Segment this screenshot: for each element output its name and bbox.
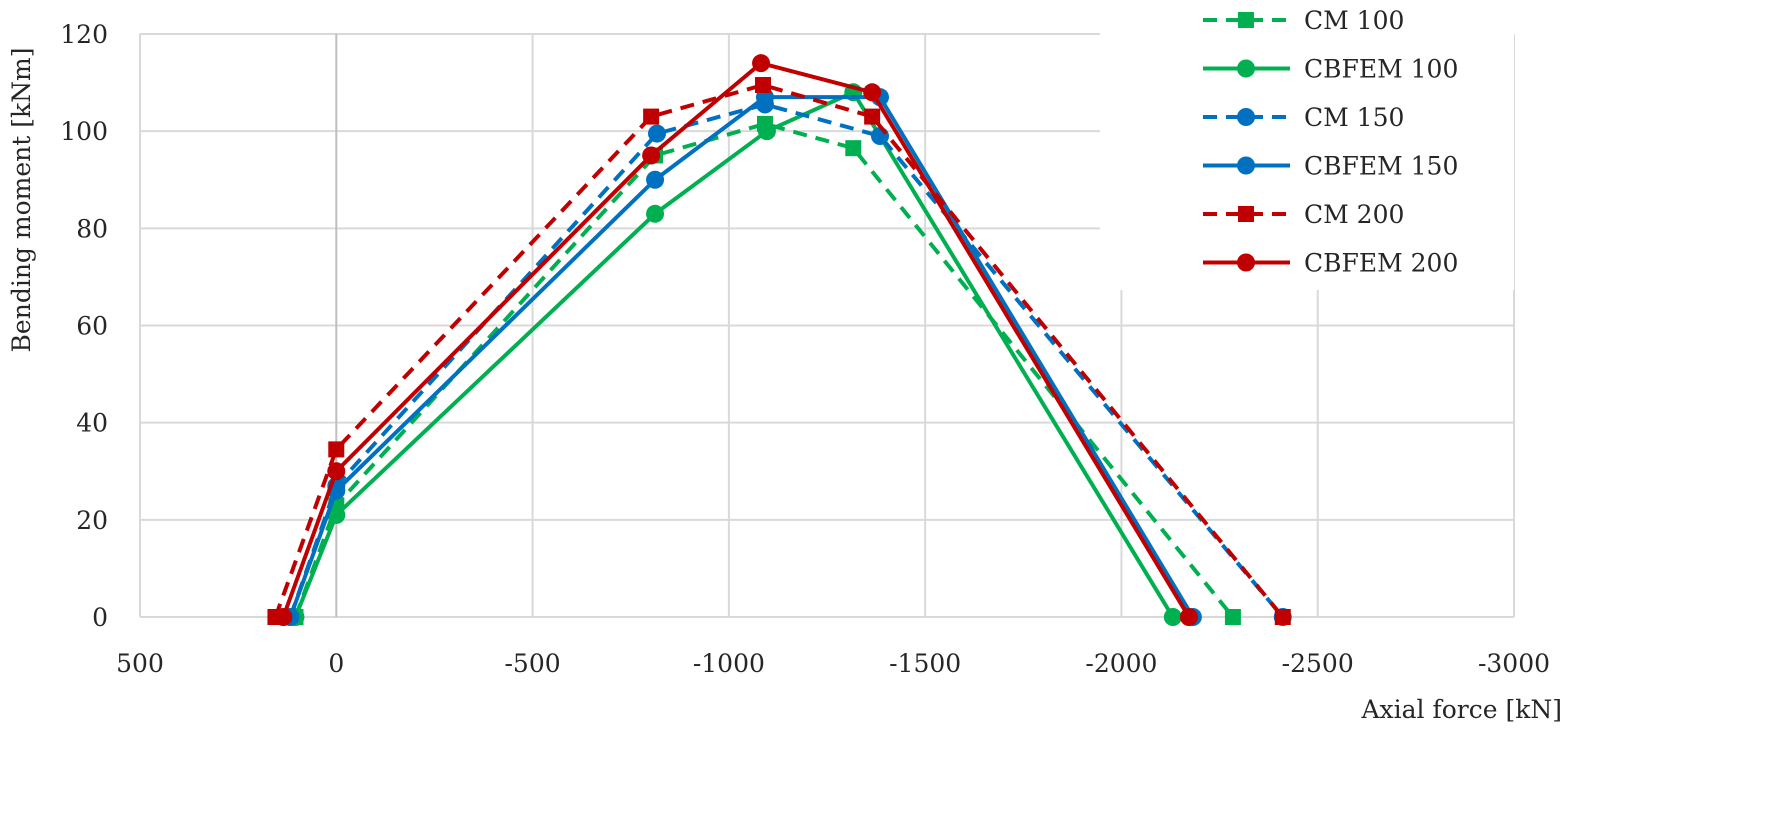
- data-point-square: [1238, 12, 1254, 28]
- series-line: [273, 83, 1285, 619]
- legend-entry-label: CM 200: [1304, 200, 1404, 229]
- data-point-square: [755, 77, 772, 94]
- data-point-square: [845, 140, 862, 157]
- x-tick-label: -500: [504, 649, 560, 678]
- data-point-square: [1274, 609, 1291, 625]
- y-tick-label: 60: [76, 312, 108, 341]
- data-point-circle: [757, 122, 776, 141]
- data-point-square: [643, 108, 660, 125]
- y-tick-label: 80: [76, 214, 108, 243]
- legend: CM 100 CBFEM 100 CM 150 CBFEM 150 CM 200 CBFE…: [1100, 0, 1514, 290]
- legend-entry-label: CM 150: [1304, 103, 1404, 132]
- legend-entry-label: CM 100: [1304, 6, 1404, 35]
- series-cm-100: [287, 115, 1241, 625]
- series-group: [267, 54, 1292, 626]
- x-tick-label: -2000: [1085, 649, 1157, 678]
- data-point-circle: [1163, 608, 1182, 626]
- series-line: [293, 90, 1175, 619]
- x-tick-label: 500: [116, 649, 164, 678]
- y-tick-label: 0: [92, 603, 108, 632]
- data-point-circle: [646, 170, 665, 189]
- legend-entry-label: CBFEM 150: [1304, 152, 1458, 181]
- data-point-circle: [1237, 253, 1255, 272]
- data-point-circle: [327, 505, 346, 524]
- x-tick-label: -1500: [889, 649, 961, 678]
- legend-entry-label: CBFEM 200: [1304, 249, 1458, 278]
- data-point-circle: [327, 462, 346, 481]
- legend-background: [1100, 0, 1514, 290]
- data-point-circle: [1237, 108, 1255, 126]
- x-tick-label: 0: [328, 649, 344, 678]
- series-line: [281, 61, 1191, 619]
- x-tick-label: -2500: [1282, 649, 1354, 678]
- data-point-circle: [1237, 59, 1255, 78]
- x-tick-label: -1000: [693, 649, 765, 678]
- series-line: [288, 95, 1195, 619]
- legend-entry-label: CBFEM 100: [1304, 55, 1458, 84]
- y-tick-label: 40: [76, 409, 108, 438]
- x-tick-label: -3000: [1478, 649, 1550, 678]
- data-point-circle: [1237, 156, 1255, 175]
- series-cbfem-100: [286, 83, 1182, 626]
- data-point-square: [1224, 609, 1241, 625]
- data-point-circle: [870, 127, 889, 146]
- x-axis-label: Axial force [kN]: [1360, 695, 1562, 724]
- tick-labels: 0 20 40 60 80 100 120 500 0 -500 -1000 -1500 -2000 -2…: [60, 20, 1550, 678]
- data-point-circle: [752, 54, 771, 73]
- data-point-circle: [642, 146, 661, 165]
- series-cbfem-200: [274, 54, 1198, 626]
- data-point-circle: [274, 608, 293, 626]
- data-point-square: [1238, 206, 1254, 222]
- data-point-square: [864, 108, 881, 125]
- grid: [139, 33, 1515, 618]
- data-point-circle: [648, 124, 667, 143]
- data-point-circle: [646, 204, 665, 223]
- y-axis-label: Bending moment [kNm]: [7, 48, 36, 353]
- data-point-square: [328, 441, 345, 458]
- data-point-circle: [1179, 608, 1198, 626]
- data-point-circle: [863, 83, 882, 102]
- y-tick-label: 120: [60, 20, 108, 49]
- y-tick-label: 20: [76, 506, 108, 535]
- y-tick-label: 100: [60, 117, 108, 146]
